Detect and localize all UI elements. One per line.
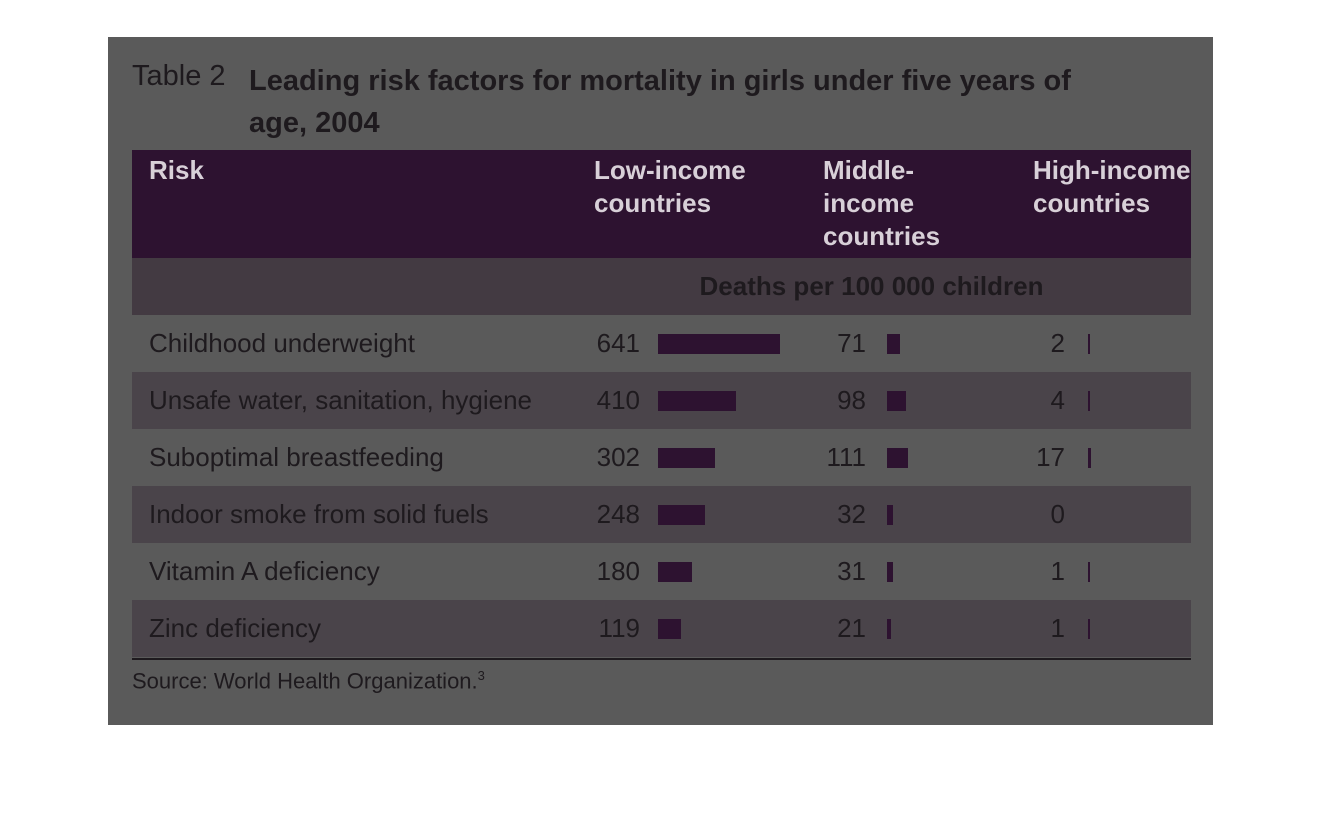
value: 180 — [596, 556, 640, 586]
value: 71 — [837, 328, 866, 358]
source-note: 3 — [477, 668, 485, 683]
value: 119 — [598, 613, 640, 643]
value: 31 — [837, 556, 866, 586]
bar — [1088, 619, 1090, 639]
risk-name: Suboptimal breastfeeding — [149, 442, 444, 472]
risk-name: Zinc deficiency — [149, 613, 321, 643]
value: 111 — [826, 442, 866, 472]
value: 98 — [837, 385, 866, 415]
bar — [658, 505, 706, 525]
bar — [1088, 562, 1090, 582]
value: 1 — [1050, 556, 1065, 586]
column-header: Low-income countries — [594, 155, 746, 218]
value: 21 — [837, 613, 866, 643]
value: 2 — [1050, 328, 1065, 358]
value: 32 — [837, 499, 866, 529]
value: 1 — [1050, 613, 1065, 643]
table-label: Table 2 — [132, 60, 226, 92]
bar — [887, 334, 901, 354]
unit-band — [132, 258, 1191, 315]
table-title: Leading risk factors for mortality in gi… — [249, 65, 1071, 139]
source: Source: World Health Organization.3 — [132, 668, 485, 694]
bar — [1088, 391, 1090, 411]
header-band — [132, 150, 1191, 258]
source-text: Source: World Health Organization. — [132, 668, 478, 694]
bar — [658, 391, 736, 411]
bar — [658, 448, 716, 468]
bar — [887, 562, 893, 582]
bar — [887, 391, 906, 411]
bar — [658, 334, 780, 354]
unit-label: Deaths per 100 000 children — [699, 271, 1044, 301]
rule — [132, 658, 1191, 660]
risk-name: Childhood underweight — [149, 328, 415, 358]
bar — [1088, 448, 1092, 468]
column-header: Middle-income countries — [823, 155, 941, 251]
bar — [658, 619, 681, 639]
value: 641 — [596, 328, 640, 358]
bar — [658, 562, 693, 582]
risk-name: Unsafe water, sanitation, hygiene — [149, 385, 533, 415]
column-header: High-income countries — [1033, 155, 1191, 218]
bar — [887, 448, 909, 468]
value: 0 — [1050, 499, 1065, 529]
value: 17 — [1036, 442, 1065, 472]
column-header: Risk — [149, 155, 204, 185]
bar — [887, 619, 891, 639]
value: 248 — [596, 499, 640, 529]
bar — [1088, 334, 1090, 354]
risk-name: Indoor smoke from solid fuels — [149, 499, 489, 529]
value: 410 — [596, 385, 640, 415]
value: 4 — [1050, 385, 1065, 415]
risk-name: Vitamin A deficiency — [149, 556, 380, 586]
value: 302 — [596, 442, 640, 472]
bar — [887, 505, 894, 525]
